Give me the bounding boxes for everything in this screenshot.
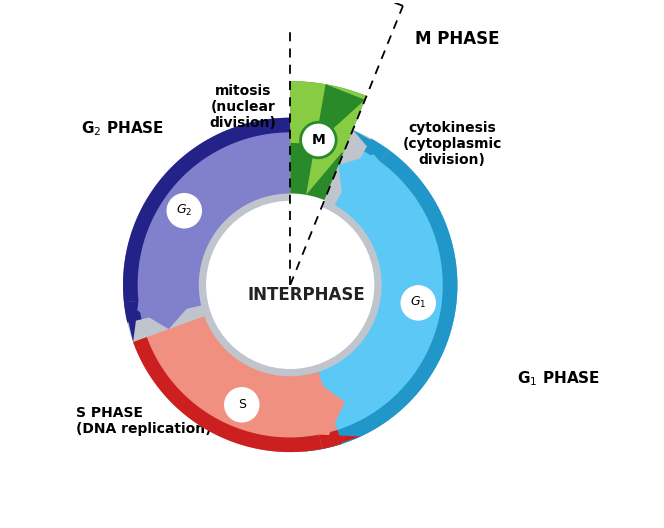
Circle shape (167, 193, 202, 229)
Text: M PHASE: M PHASE (415, 30, 499, 49)
Text: cytokinesis
(cytoplasmic
division): cytokinesis (cytoplasmic division) (402, 120, 502, 167)
Polygon shape (298, 139, 457, 451)
Polygon shape (319, 435, 361, 449)
Polygon shape (303, 139, 457, 451)
Polygon shape (290, 81, 367, 153)
Polygon shape (123, 118, 290, 323)
Polygon shape (306, 84, 345, 195)
Polygon shape (290, 81, 367, 200)
Polygon shape (133, 337, 342, 452)
Circle shape (206, 201, 374, 369)
Polygon shape (290, 84, 365, 285)
Polygon shape (353, 130, 388, 162)
Text: S PHASE
(DNA replication): S PHASE (DNA replication) (76, 406, 212, 436)
Text: INTERPHASE: INTERPHASE (247, 286, 365, 304)
Text: M: M (311, 133, 325, 147)
Circle shape (400, 285, 436, 320)
Polygon shape (307, 375, 345, 449)
Polygon shape (123, 118, 290, 323)
Text: $G_1$: $G_1$ (410, 295, 426, 310)
Polygon shape (339, 149, 388, 211)
Polygon shape (133, 316, 342, 452)
Text: G$_2$ PHASE: G$_2$ PHASE (81, 119, 165, 137)
Polygon shape (124, 301, 139, 342)
Polygon shape (123, 118, 457, 452)
Polygon shape (124, 295, 199, 329)
Text: $G_2$: $G_2$ (176, 203, 193, 218)
Text: G$_1$ PHASE: G$_1$ PHASE (517, 370, 601, 388)
Text: mitosis
(nuclear
division): mitosis (nuclear division) (210, 84, 277, 130)
Text: S: S (238, 398, 246, 411)
Polygon shape (315, 84, 365, 145)
Circle shape (301, 122, 336, 158)
Circle shape (224, 387, 260, 422)
